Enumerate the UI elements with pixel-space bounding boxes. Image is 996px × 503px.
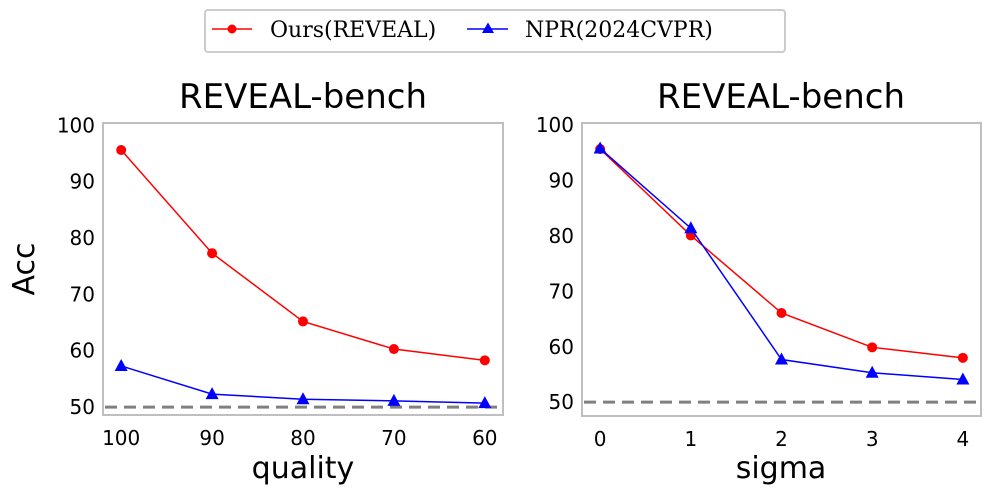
data-point-circle <box>207 248 218 259</box>
data-point-triangle <box>478 396 492 409</box>
data-point-triangle <box>387 393 401 406</box>
x-tick-label: 1 <box>684 427 697 451</box>
y-tick-label: 80 <box>549 224 574 248</box>
x-tick-label: 90 <box>199 426 224 450</box>
legend: Ours(REVEAL) NPR(2024CVPR) <box>204 9 786 53</box>
x-tick-label: 0 <box>594 427 607 451</box>
series-line-ours <box>120 149 485 362</box>
data-point-triangle <box>684 221 698 234</box>
data-point-triangle <box>775 352 788 365</box>
panel-title: REVEAL-bench <box>657 77 905 117</box>
axes-frame <box>581 122 982 417</box>
legend-marker-circle-icon <box>227 24 237 34</box>
y-tick-label: 70 <box>549 279 574 303</box>
y-tick-label: 50 <box>549 390 574 414</box>
data-point-circle <box>298 316 308 327</box>
series-line-ours <box>599 148 963 359</box>
legend-entry-ours: Ours(REVEAL) <box>212 18 436 43</box>
legend-label-npr: NPR(2024CVPR) <box>525 18 713 43</box>
panel-title: REVEAL-bench <box>179 77 427 117</box>
data-point-circle <box>776 307 787 318</box>
x-tick-label: 60 <box>472 426 497 450</box>
data-point-circle <box>116 145 127 156</box>
legend-label-ours: Ours(REVEAL) <box>270 18 436 43</box>
y-tick-label: 100 <box>536 113 574 137</box>
y-tick-label: 80 <box>70 226 95 250</box>
y-tick-label: 90 <box>70 170 95 194</box>
x-tick-label: 2 <box>775 427 788 451</box>
legend-marker-triangle-icon <box>482 22 494 33</box>
data-point-circle <box>479 355 490 366</box>
axes-frame <box>102 122 504 416</box>
x-axis-label: sigma <box>736 451 827 486</box>
data-point-triangle <box>114 358 128 371</box>
series-line-npr <box>599 147 963 381</box>
legend-entry-npr: NPR(2024CVPR) <box>467 18 713 43</box>
data-point-circle <box>957 352 968 363</box>
x-tick-label: 100 <box>102 426 140 450</box>
data-point-circle <box>867 342 878 353</box>
x-axis-label: quality <box>252 451 355 486</box>
data-point-circle <box>388 344 399 355</box>
data-point-triangle <box>205 387 219 400</box>
data-point-triangle <box>956 372 970 385</box>
y-tick-label: 90 <box>549 169 574 193</box>
panel-sigma: REVEAL-bench sigma 50 60 70 80 90 100 0 1 2 3 4 <box>536 77 982 486</box>
y-tick-label: 70 <box>70 282 95 306</box>
y-tick-label: 50 <box>70 395 95 419</box>
x-tick-label: 80 <box>290 426 315 450</box>
panel-quality: REVEAL-bench Acc quality 50 60 70 80 90 100 10… <box>7 77 504 486</box>
data-point-triangle <box>593 141 607 154</box>
data-point-triangle <box>296 392 310 405</box>
y-tick-label: 60 <box>549 335 574 359</box>
y-tick-label: 60 <box>70 339 95 363</box>
y-tick-label: 100 <box>57 113 95 137</box>
legend-frame <box>204 9 786 53</box>
x-tick-label: 4 <box>956 427 969 451</box>
x-tick-label: 3 <box>866 427 879 451</box>
y-axis-label: Acc <box>7 243 42 296</box>
data-point-triangle <box>865 365 879 378</box>
x-tick-label: 70 <box>381 426 406 450</box>
